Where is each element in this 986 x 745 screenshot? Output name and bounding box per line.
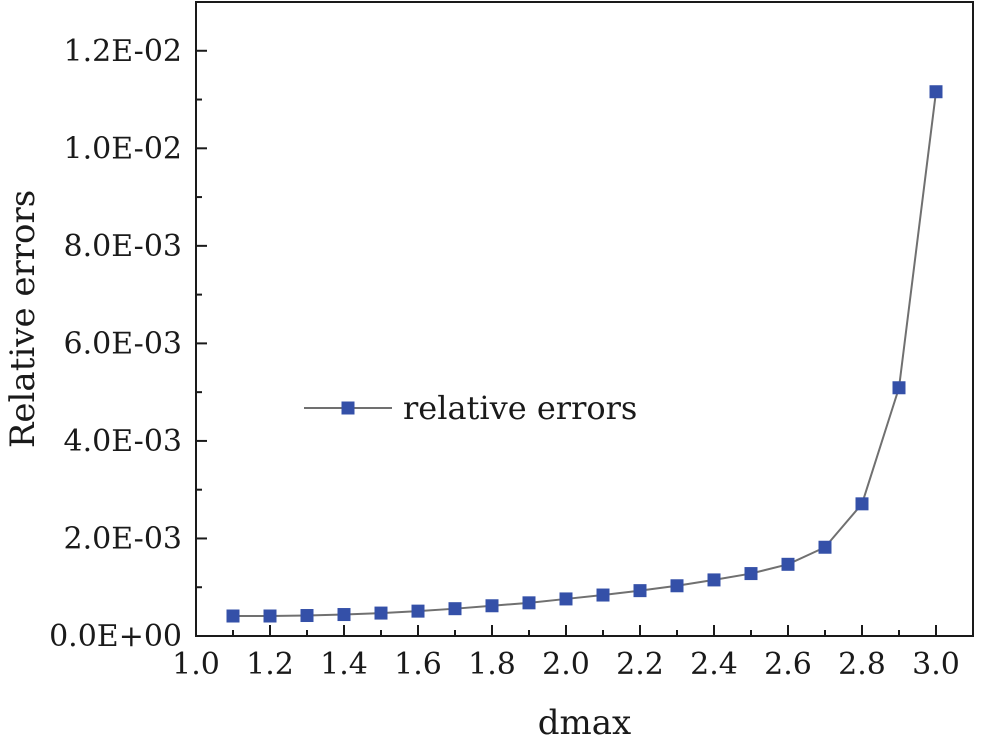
y-tick-label: 8.0E-03 <box>64 229 182 264</box>
data-point-marker <box>374 606 388 620</box>
data-point-marker <box>707 573 721 587</box>
data-point-marker <box>596 588 610 602</box>
data-point-marker <box>522 596 536 610</box>
x-tick-label: 2.4 <box>690 647 738 682</box>
data-point-marker <box>411 604 425 618</box>
y-tick-label: 0.0E+00 <box>49 619 182 654</box>
data-point-marker <box>781 557 795 571</box>
legend: relative errors <box>304 389 637 427</box>
data-point-marker <box>559 592 573 606</box>
y-axis-title: Relative errors <box>3 190 43 448</box>
series-line <box>233 91 937 618</box>
legend-label: relative errors <box>403 389 637 427</box>
data-point-marker <box>744 567 758 581</box>
x-axis-title: dmax <box>538 703 631 743</box>
y-tick-label: 1.0E-02 <box>64 131 182 166</box>
x-tick-label: 1.2 <box>246 647 294 682</box>
data-point-marker <box>300 609 314 623</box>
x-tick-label: 3.0 <box>912 647 960 682</box>
legend-marker-sample <box>341 401 355 415</box>
data-point-marker <box>929 85 943 99</box>
data-point-marker <box>855 497 869 511</box>
y-tick-label: 1.2E-02 <box>64 34 182 69</box>
x-tick-label: 2.0 <box>542 647 590 682</box>
x-tick-label: 2.8 <box>838 647 886 682</box>
data-point-marker <box>892 381 906 395</box>
data-point-marker <box>337 608 351 622</box>
x-tick-label: 1.6 <box>394 647 442 682</box>
data-point-marker <box>263 609 277 623</box>
y-tick-label: 4.0E-03 <box>64 424 182 459</box>
x-tick-label: 2.6 <box>764 647 812 682</box>
y-tick-label: 2.0E-03 <box>64 521 182 556</box>
x-tick-label: 1.4 <box>320 647 368 682</box>
y-tick-label: 6.0E-03 <box>64 326 182 361</box>
data-point-marker <box>485 599 499 613</box>
x-tick-label: 1.8 <box>468 647 516 682</box>
data-point-marker <box>818 540 832 554</box>
x-tick-label: 1.0 <box>172 647 220 682</box>
data-point-marker <box>448 602 462 616</box>
plot-frame <box>195 1 974 637</box>
data-point-marker <box>670 579 684 593</box>
data-point-marker <box>633 584 647 598</box>
data-point-marker <box>226 609 240 623</box>
x-tick-label: 2.2 <box>616 647 664 682</box>
